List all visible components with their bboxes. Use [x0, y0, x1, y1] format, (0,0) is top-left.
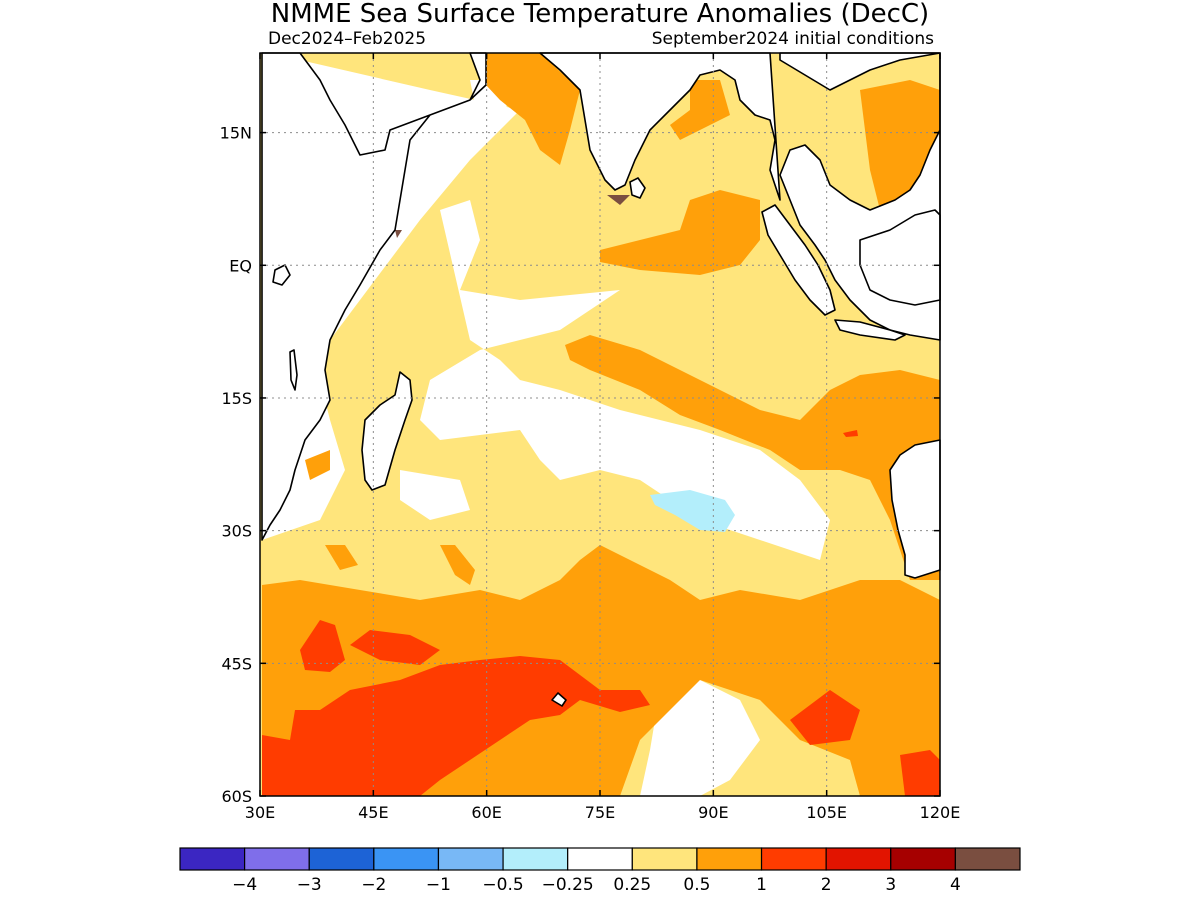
land-arabia-africa	[261, 52, 487, 541]
colorbar: −4 −3 −2 −1 −0.5 −0.25 0.25 0.5 1 2 3 4	[179, 847, 1021, 895]
colorbar-swatch	[631, 847, 698, 871]
colorbar-swatch	[567, 847, 633, 871]
figure-title: NMME Sea Surface Temperature Anomalies (…	[271, 0, 929, 29]
anomaly-region-very-warm	[262, 656, 650, 796]
colorbar-swatch	[825, 847, 892, 871]
colorbar-swatch	[373, 847, 440, 871]
subtitle-initial-conditions: September2024 initial conditions	[652, 29, 934, 49]
y-tick-label: 45S	[221, 654, 252, 673]
x-tick-label: 30E	[245, 803, 275, 822]
colorbar-swatch	[890, 847, 956, 871]
anomaly-region-warm	[600, 190, 760, 275]
anomaly-region-warm	[305, 450, 330, 480]
land-lake-nyasa	[289, 349, 298, 391]
colorbar-label: −0.25	[542, 875, 594, 895]
land-sri-lanka	[629, 177, 646, 199]
colorbar-label: 0.5	[683, 875, 710, 895]
anomaly-region-very-warm	[900, 750, 940, 796]
y-tick-label: 60S	[221, 787, 252, 806]
land-kerguelen	[551, 692, 567, 707]
map-grid	[260, 53, 940, 796]
colorbar-label: −0.5	[482, 875, 523, 895]
anomaly-region-extreme	[395, 230, 402, 238]
anomaly-region-warm	[670, 80, 730, 140]
colorbar-label: −2	[361, 875, 386, 895]
y-tick-label: EQ	[229, 256, 252, 275]
colorbar-swatch	[696, 847, 763, 871]
colorbar-swatch	[760, 847, 827, 871]
y-tick-label: 15N	[220, 124, 252, 143]
anomaly-region-warm	[325, 545, 358, 570]
anomaly-region-extreme	[607, 195, 630, 205]
colorbar-swatch	[179, 847, 246, 871]
colorbar-label: 3	[885, 875, 896, 895]
subtitle-period: Dec2024–Feb2025	[268, 29, 426, 49]
land-madagascar	[361, 371, 413, 491]
colorbar-swatch	[954, 847, 1021, 871]
land-lake-victoria	[272, 264, 291, 286]
colorbar-swatch	[244, 847, 310, 871]
colorbar-label: 0.25	[613, 875, 651, 895]
land-australia	[889, 439, 941, 579]
x-tick-label: 45E	[358, 803, 388, 822]
anomaly-region-warm	[565, 335, 940, 580]
x-tick-label: 105E	[806, 803, 847, 822]
y-tick-label: 30S	[221, 522, 252, 541]
colorbar-label: 4	[950, 875, 961, 895]
colorbar-swatch	[437, 847, 504, 871]
anomaly-region-warm	[486, 53, 580, 165]
y-tick-label: 15S	[221, 389, 252, 408]
colorbar-label: −3	[297, 875, 322, 895]
anomaly-region-very-warm	[350, 630, 440, 665]
anomaly-region-near-zero	[420, 200, 830, 560]
anomaly-region-very-warm	[790, 690, 860, 745]
map-panel: 30E 45E 60E 75E 90E 105E 120E 15N EQ 15S 30S 45S 60S	[220, 52, 961, 822]
colorbar-swatch	[308, 847, 375, 871]
colorbar-label: −4	[232, 875, 257, 895]
x-tick-label: 60E	[471, 803, 501, 822]
x-tick-label: 90E	[698, 803, 728, 822]
anomaly-region-near-zero	[400, 470, 470, 520]
x-tick-label: 75E	[585, 803, 615, 822]
colorbar-label: −1	[426, 875, 451, 895]
axis-ticks: 30E 45E 60E 75E 90E 105E 120E 15N EQ 15S 30S 45S 60S	[220, 53, 961, 822]
anomaly-region-warm	[440, 545, 475, 585]
anomaly-region-very-warm	[300, 620, 345, 672]
anomaly-region-very-warm	[843, 430, 858, 437]
colorbar-swatch	[502, 847, 569, 871]
land-sumatra	[761, 204, 836, 316]
colorbar-label: 1	[756, 875, 767, 895]
colorbar-label: 2	[821, 875, 832, 895]
x-tick-label: 120E	[920, 803, 961, 822]
land-java	[834, 319, 906, 341]
